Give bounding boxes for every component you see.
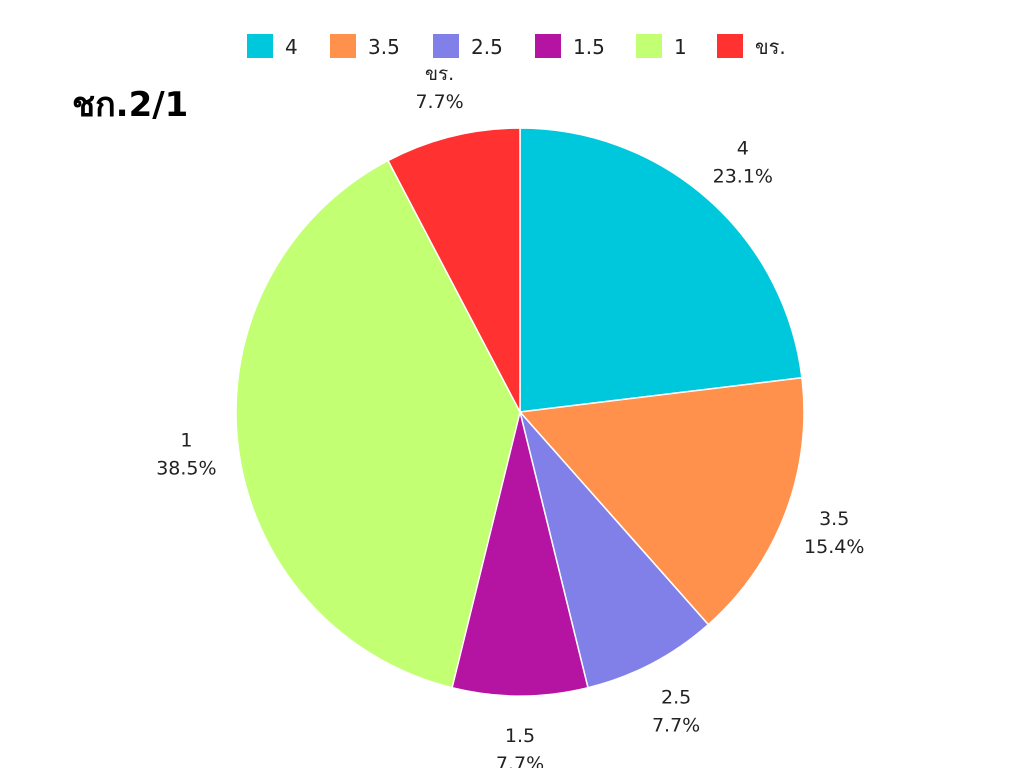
pie-slice-2: [519, 411, 710, 689]
pie-slice-4: [235, 159, 521, 689]
slice-percent-4: 38.5%: [156, 458, 216, 480]
slice-label-5: ขร.: [425, 63, 454, 85]
slice-percent-0: 23.1%: [713, 166, 773, 188]
legend-swatch-4: [636, 34, 662, 58]
legend-label-3: 1.5: [573, 35, 605, 59]
pie-slice-3: [451, 411, 589, 697]
slice-percent-5: 7.7%: [415, 91, 463, 113]
legend-label-1: 3.5: [368, 35, 400, 59]
slice-label-1: 3.5: [819, 508, 849, 530]
pie-slice-1: [518, 376, 805, 626]
chart-legend: 4 3.5 2.5 1.5 1 ขร.: [247, 34, 786, 59]
slice-label-4: 1: [180, 430, 192, 452]
legend-label-2: 2.5: [471, 35, 503, 59]
slice-label-0: 4: [737, 138, 749, 160]
legend-swatch-1: [330, 34, 356, 58]
legend-label-0: 4: [285, 35, 298, 59]
slice-label-2: 2.5: [661, 687, 691, 709]
pie-slice-0: [519, 127, 803, 413]
slice-percent-2: 7.7%: [652, 715, 700, 737]
chart-title: ชก.2/1: [72, 85, 188, 125]
legend-swatch-3: [535, 34, 561, 58]
legend-label-5: ขร.: [755, 35, 786, 59]
slice-label-3: 1.5: [505, 725, 535, 747]
legend-swatch-5: [717, 34, 743, 58]
legend-label-4: 1: [674, 35, 687, 59]
slice-percent-3: 7.7%: [496, 753, 544, 768]
legend-swatch-0: [247, 34, 273, 58]
slice-labels: 4 23.1% 3.5 15.4% 2.5 7.7% 1.5 7.7% 1 38.5% ขร. 7.7…: [156, 63, 864, 768]
pie-slices: [235, 127, 805, 697]
slice-percent-1: 15.4%: [804, 536, 864, 558]
pie-slice-5: [387, 127, 521, 413]
legend-swatch-2: [433, 34, 459, 58]
